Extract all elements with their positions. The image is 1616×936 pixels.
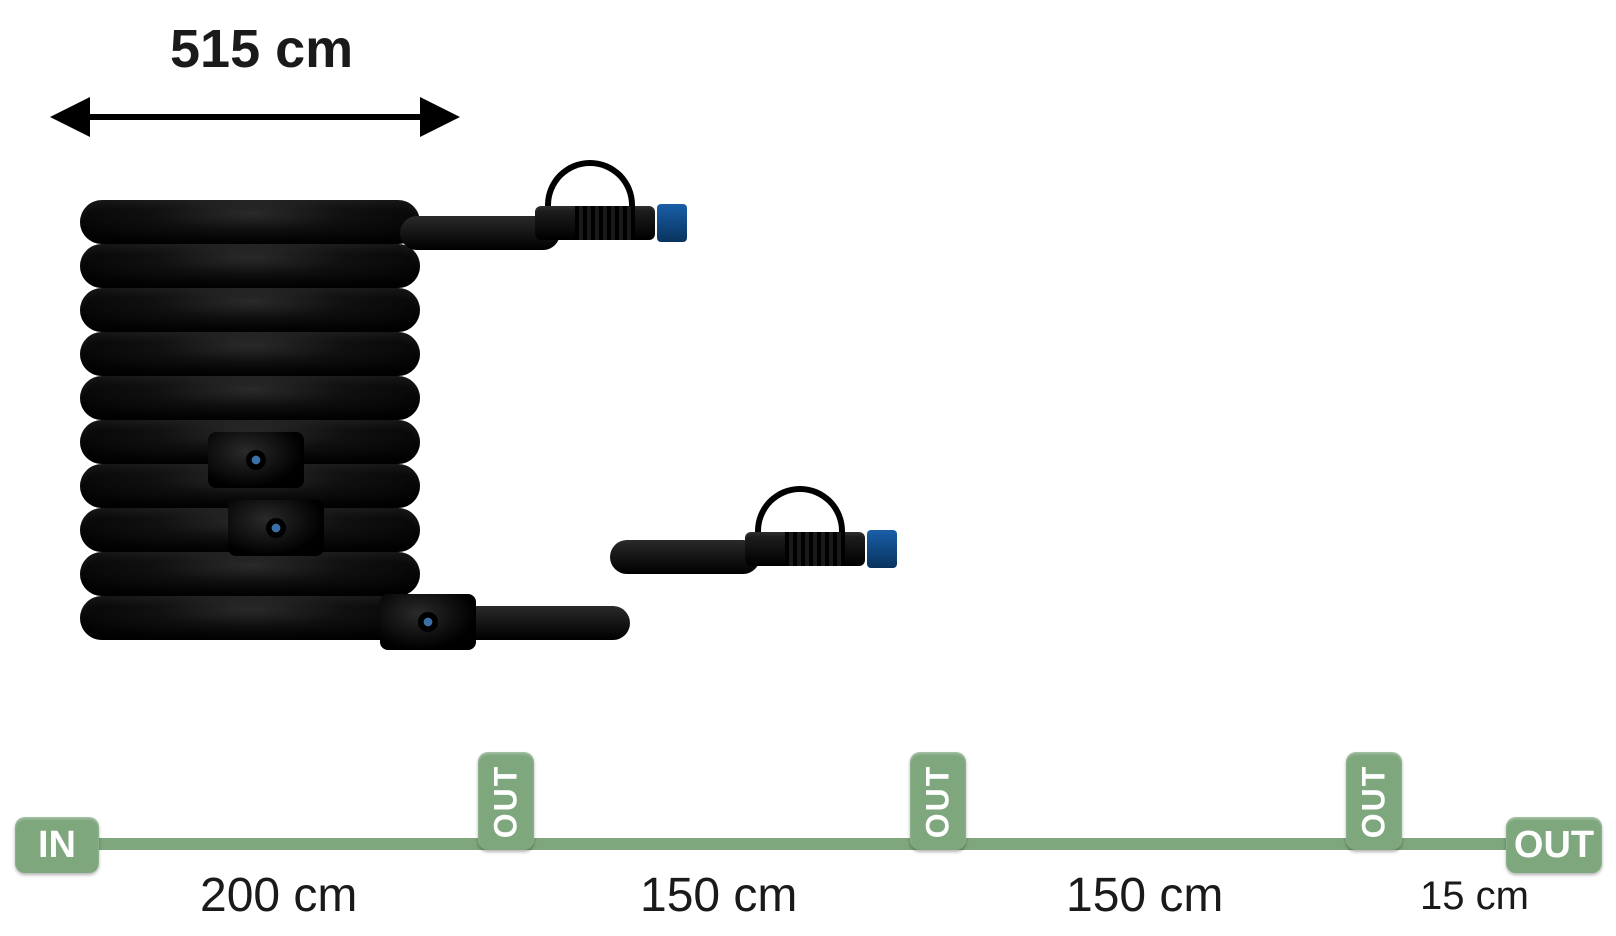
connector-cap-strap — [545, 160, 635, 212]
connector-cap-strap — [755, 486, 845, 538]
cable-turn — [80, 332, 420, 376]
tag-out-2: OUT — [910, 752, 966, 850]
cable-turn — [80, 244, 420, 288]
total-length-label: 515 cm — [170, 18, 353, 80]
tag-in: IN — [15, 817, 99, 873]
tee-junction — [228, 500, 324, 556]
arrow-head-right — [420, 97, 460, 137]
connector-ring — [867, 530, 897, 568]
tag-out-3: OUT — [1346, 752, 1402, 850]
connector-ridges — [575, 206, 635, 240]
connector-ridges — [785, 532, 845, 566]
cable-lead — [610, 540, 760, 574]
connector-bottom — [745, 524, 945, 572]
cable-turn — [80, 288, 420, 332]
arrow-line — [88, 114, 422, 120]
connector-top — [535, 198, 735, 246]
tag-out-label: OUT — [920, 764, 957, 838]
segment-label-2: 150 cm — [640, 868, 797, 923]
segment-label-4: 15 cm — [1420, 874, 1529, 919]
tag-out-label: OUT — [488, 764, 525, 838]
arrow-head-left — [50, 97, 90, 137]
connector-ring — [657, 204, 687, 242]
cable-turn — [80, 200, 420, 244]
tee-junction — [380, 594, 476, 650]
cable-coil — [80, 200, 420, 640]
cable-turn — [80, 376, 420, 420]
tee-junction — [208, 432, 304, 488]
tag-out-label: OUT — [1356, 764, 1393, 838]
tag-out-end: OUT — [1506, 817, 1602, 873]
segment-label-3: 150 cm — [1066, 868, 1223, 923]
tag-out-1: OUT — [478, 752, 534, 850]
segment-label-1: 200 cm — [200, 868, 357, 923]
cable-turn — [80, 596, 420, 640]
cable-turn — [80, 552, 420, 596]
diagram-canvas: 515 cm IN OUT OUT — [0, 0, 1616, 936]
